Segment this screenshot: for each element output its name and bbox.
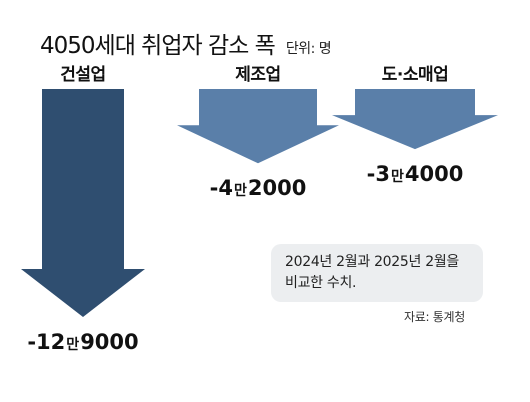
- unit-label: 단위: 명: [285, 41, 332, 57]
- note-box: 2024년 2월과 2025년 2월을 비교한 수치.: [271, 244, 483, 302]
- arrow-bar-construction: [21, 89, 145, 317]
- category-label-construction: 건설업: [60, 65, 105, 85]
- note-line-2: 비교한 수치.: [285, 275, 357, 291]
- value-label-construction: -12만9000: [27, 330, 138, 354]
- arrow-bar-manufacturing: [177, 89, 339, 164]
- value-label-retail: -3만4000: [367, 162, 464, 186]
- arrow-bar-retail: [332, 89, 498, 150]
- category-label-retail: 도·소매업: [382, 65, 449, 85]
- chart-title: 4050세대 취업자 감소 폭: [40, 33, 276, 59]
- value-label-manufacturing: -4만2000: [210, 176, 307, 200]
- title-block: 4050세대 취업자 감소 폭 단위: 명: [40, 26, 332, 60]
- source-label: 자료: 통계청: [404, 310, 465, 324]
- category-label-manufacturing: 제조업: [235, 65, 280, 85]
- note-line-1: 2024년 2월과 2025년 2월을: [285, 254, 460, 270]
